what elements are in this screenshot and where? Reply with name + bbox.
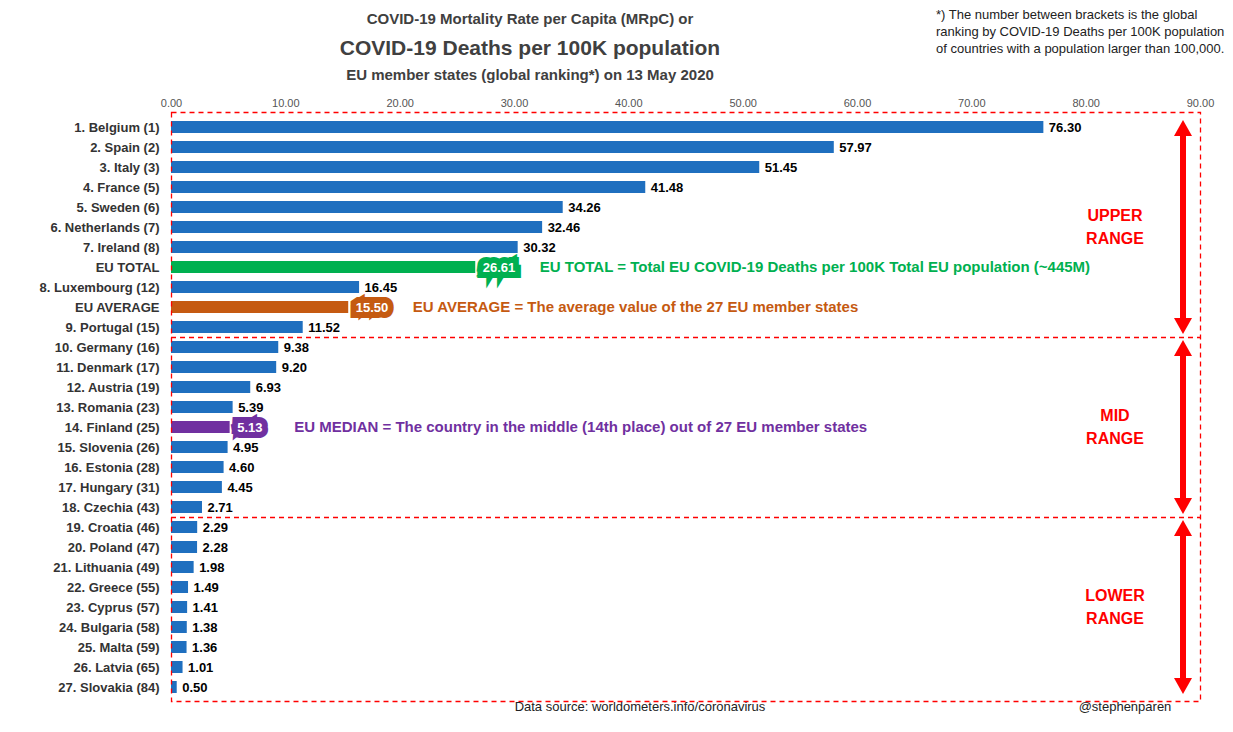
svg-text:34.26: 34.26 xyxy=(568,200,601,215)
svg-text:15. Slovenia (26): 15. Slovenia (26) xyxy=(58,440,160,455)
svg-text:1. Belgium (1): 1. Belgium (1) xyxy=(74,120,159,135)
svg-text:1.36: 1.36 xyxy=(192,640,217,655)
svg-text:27. Slovakia (84): 27. Slovakia (84) xyxy=(58,680,159,695)
svg-text:EU TOTAL: EU TOTAL xyxy=(96,260,160,275)
svg-text:60.00: 60.00 xyxy=(844,97,872,109)
svg-text:4.95: 4.95 xyxy=(233,440,258,455)
svg-text:2.29: 2.29 xyxy=(203,520,228,535)
svg-text:80.00: 80.00 xyxy=(1072,97,1100,109)
svg-text:40.00: 40.00 xyxy=(615,97,643,109)
svg-text:1.41: 1.41 xyxy=(193,600,218,615)
svg-text:1.38: 1.38 xyxy=(192,620,217,635)
svg-text:0.00: 0.00 xyxy=(161,97,182,109)
svg-text:24. Bulgaria (58): 24. Bulgaria (58) xyxy=(59,620,159,635)
svg-text:3. Italy (3): 3. Italy (3) xyxy=(100,160,160,175)
svg-text:12. Austria (19): 12. Austria (19) xyxy=(67,380,160,395)
svg-text:50.00: 50.00 xyxy=(729,97,757,109)
svg-text:LOWERRANGE: LOWERRANGE xyxy=(1085,587,1145,627)
svg-text:11. Denmark (17): 11. Denmark (17) xyxy=(56,360,159,375)
svg-text:32.46: 32.46 xyxy=(548,220,581,235)
svg-text:9.20: 9.20 xyxy=(282,360,307,375)
svg-text:9.38: 9.38 xyxy=(284,340,309,355)
svg-text:17. Hungary (31): 17. Hungary (31) xyxy=(58,480,159,495)
svg-text:4.45: 4.45 xyxy=(227,480,252,495)
svg-text:1.49: 1.49 xyxy=(194,580,219,595)
html-text:EU member states (global ranki: EU member states (global ranking*) on 13… xyxy=(346,66,714,83)
svg-text:76.30: 76.30 xyxy=(1049,120,1082,135)
svg-text:5.13: 5.13 xyxy=(237,420,262,435)
svg-text:EU TOTAL = Total EU COVID-19 D: EU TOTAL = Total EU COVID-19 Deaths per … xyxy=(540,258,1090,275)
svg-text:9. Portugal (15): 9. Portugal (15) xyxy=(66,320,160,335)
svg-text:22. Greece (55): 22. Greece (55) xyxy=(67,580,160,595)
svg-text:1.01: 1.01 xyxy=(188,660,213,675)
svg-text:15.50: 15.50 xyxy=(356,300,389,315)
svg-text:EU AVERAGE = The average value: EU AVERAGE = The average value of the 27… xyxy=(413,298,859,315)
svg-text:20. Poland (47): 20. Poland (47) xyxy=(68,540,160,555)
svg-text:5. Sweden (6): 5. Sweden (6) xyxy=(76,200,159,215)
svg-text:2.71: 2.71 xyxy=(207,500,232,515)
svg-text:41.48: 41.48 xyxy=(651,180,684,195)
svg-text:25. Malta (59): 25. Malta (59) xyxy=(78,640,160,655)
html-text:*) The number between brackets: *) The number between brackets is the gl… xyxy=(936,7,1225,56)
svg-text:16.45: 16.45 xyxy=(365,280,398,295)
svg-text:4.60: 4.60 xyxy=(229,460,254,475)
svg-text:26.61: 26.61 xyxy=(483,260,516,275)
svg-text:30.00: 30.00 xyxy=(501,97,529,109)
svg-text:1.98: 1.98 xyxy=(199,560,224,575)
html-text:Data source: worldometers.info: Data source: worldometers.info/coronavir… xyxy=(514,699,766,714)
svg-text:23. Cyprus (57): 23. Cyprus (57) xyxy=(66,600,159,615)
svg-text:10.00: 10.00 xyxy=(272,97,300,109)
svg-text:7. Ireland (8): 7. Ireland (8) xyxy=(83,240,160,255)
svg-text:8. Luxembourg (12): 8. Luxembourg (12) xyxy=(40,280,160,295)
svg-text:5.39: 5.39 xyxy=(238,400,263,415)
svg-text:EU AVERAGE: EU AVERAGE xyxy=(75,300,160,315)
svg-text:70.00: 70.00 xyxy=(958,97,986,109)
svg-text:14. Finland (25): 14. Finland (25) xyxy=(65,420,160,435)
svg-text:2. Spain (2): 2. Spain (2) xyxy=(90,140,159,155)
svg-text:EU MEDIAN = The country in the: EU MEDIAN = The country in the middle (1… xyxy=(294,418,867,435)
svg-text:10. Germany (16): 10. Germany (16) xyxy=(55,340,160,355)
svg-text:MIDRANGE: MIDRANGE xyxy=(1086,407,1144,447)
svg-text:0.50: 0.50 xyxy=(182,680,207,695)
html-text:@stephenparen: @stephenparen xyxy=(1078,699,1172,714)
html-text:COVID-19 Mortality Rate per Ca: COVID-19 Mortality Rate per Capita (MRpC… xyxy=(366,10,694,27)
svg-text:20.00: 20.00 xyxy=(386,97,414,109)
svg-text:30.32: 30.32 xyxy=(523,240,556,255)
svg-text:13. Romania (23): 13. Romania (23) xyxy=(56,400,159,415)
svg-text:UPPERRANGE: UPPERRANGE xyxy=(1086,207,1144,247)
svg-text:4. France (5): 4. France (5) xyxy=(83,180,160,195)
svg-text:51.45: 51.45 xyxy=(765,160,798,175)
svg-text:6.93: 6.93 xyxy=(256,380,281,395)
svg-text:21. Lithuania (49): 21. Lithuania (49) xyxy=(53,560,159,575)
svg-text:19. Croatia (46): 19. Croatia (46) xyxy=(66,520,159,535)
svg-text:90.00: 90.00 xyxy=(1187,97,1215,109)
svg-text:18. Czechia (43): 18. Czechia (43) xyxy=(62,500,160,515)
svg-text:26. Latvia (65): 26. Latvia (65) xyxy=(74,660,160,675)
html-text:COVID-19 Deaths per 100K popul: COVID-19 Deaths per 100K population xyxy=(339,36,721,59)
svg-text:11.52: 11.52 xyxy=(308,320,340,335)
svg-text:57.97: 57.97 xyxy=(839,140,872,155)
svg-text:16. Estonia (28): 16. Estonia (28) xyxy=(64,460,159,475)
svg-text:2.28: 2.28 xyxy=(203,540,228,555)
svg-text:6. Netherlands (7): 6. Netherlands (7) xyxy=(50,220,159,235)
